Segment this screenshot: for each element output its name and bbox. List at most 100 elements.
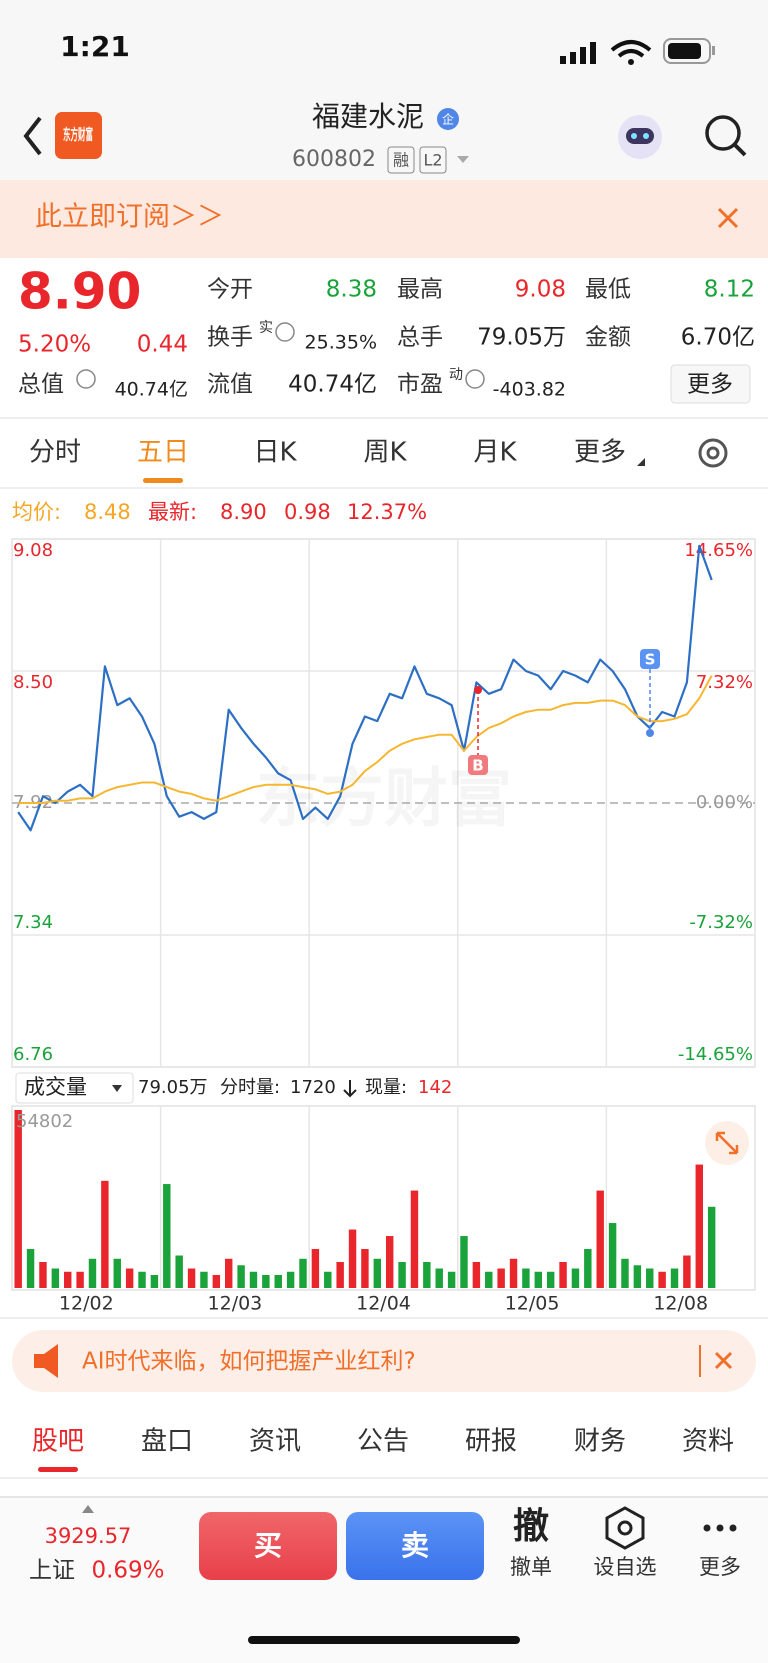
home-indicator <box>248 1636 520 1644</box>
tag-box <box>419 146 447 174</box>
more-icon[interactable] <box>703 1524 737 1532</box>
info-text: 最新: <box>148 500 197 524</box>
volume-selector-text: 成交量 <box>24 1075 87 1099</box>
volume-bar <box>571 1268 580 1288</box>
buy-marker-text: B <box>472 757 483 775</box>
tab[interactable]: 五日 <box>137 438 189 468</box>
last-price: 8.90 <box>18 263 141 321</box>
index-value: 3929.57 <box>45 1524 132 1548</box>
logo[interactable] <box>55 112 102 159</box>
field-label: 市盈 <box>397 372 443 398</box>
status-icons <box>560 38 715 65</box>
tab[interactable]: 周K <box>363 438 407 468</box>
volume-bar <box>658 1271 666 1288</box>
bottom-tab[interactable]: 股吧 <box>32 1427 84 1457</box>
volume-bar <box>608 1223 617 1288</box>
bottom-tab[interactable]: 盘口 <box>141 1427 193 1457</box>
volume-now-label: 现量: <box>365 1077 407 1098</box>
cancel-icon[interactable]: 撤 <box>513 1506 549 1547</box>
x-tick-label: 12/05 <box>505 1293 560 1315</box>
volume-tick-label: 54802 <box>16 1111 73 1132</box>
watermark: 东方财富 <box>256 763 512 837</box>
volume-bar <box>150 1275 159 1288</box>
tab[interactable]: 月K <box>473 438 517 468</box>
cancel-label: 撤单 <box>510 1555 552 1579</box>
tab[interactable]: 日K <box>253 438 297 468</box>
tab[interactable]: 分时 <box>29 438 81 468</box>
volume-bar <box>497 1268 505 1288</box>
volume-bar <box>683 1255 691 1288</box>
bottom-tab[interactable]: 财务 <box>574 1427 626 1457</box>
volume-bar <box>237 1265 245 1288</box>
badge-bg <box>437 108 459 130</box>
volume-bar <box>212 1275 221 1288</box>
bottom-tab[interactable]: 资讯 <box>249 1427 301 1457</box>
expand-button[interactable] <box>705 1121 749 1165</box>
field-label: 最低 <box>585 277 631 303</box>
field-value: -403.82 <box>493 379 566 401</box>
field-value: 8.12 <box>704 277 755 303</box>
avatar[interactable] <box>618 115 662 159</box>
logo-text: 东方财富 <box>63 126 93 144</box>
volume-selector[interactable] <box>15 1072 134 1104</box>
bottom-tab[interactable]: 公告 <box>357 1427 409 1457</box>
volume-bar <box>584 1249 592 1288</box>
bottom-tab[interactable]: 资料 <box>682 1427 734 1457</box>
banner-close[interactable] <box>717 207 739 229</box>
volume-bar <box>695 1164 703 1288</box>
volume-bar <box>621 1258 629 1288</box>
field-value: 25.35% <box>305 332 377 354</box>
watch-icon[interactable] <box>605 1506 645 1550</box>
volume-bar <box>175 1255 183 1288</box>
banner[interactable] <box>0 180 768 258</box>
x-tick-label: 12/02 <box>59 1293 114 1315</box>
field-value: 8.38 <box>326 277 377 303</box>
info-text: 12.37% <box>347 500 427 524</box>
field-value: 40.74亿 <box>288 372 377 398</box>
stock-name: 福建水泥 <box>312 100 424 133</box>
volume-bar <box>51 1268 60 1288</box>
ad-close[interactable] <box>714 1351 733 1370</box>
tab[interactable]: 更多 <box>574 438 626 468</box>
x-tick-label: 12/03 <box>208 1293 263 1315</box>
buy-label: 买 <box>254 1529 282 1562</box>
volume-bar <box>14 1110 22 1288</box>
more-label: 更多 <box>687 372 733 398</box>
volume-bar <box>522 1268 530 1288</box>
buy-marker-dot <box>474 686 482 694</box>
index-name: 上证 <box>29 1558 75 1584</box>
volume-bar <box>410 1190 419 1288</box>
bottom-tab[interactable]: 研报 <box>465 1427 517 1457</box>
back-button[interactable] <box>23 116 42 156</box>
more-button[interactable] <box>670 364 751 404</box>
volume-bar <box>39 1262 47 1288</box>
ad-banner[interactable] <box>12 1330 756 1392</box>
sell-button[interactable] <box>346 1512 484 1580</box>
volume-frame <box>11 1105 756 1291</box>
volume-bar <box>707 1206 716 1288</box>
buy-button[interactable] <box>199 1512 337 1580</box>
volume-bar <box>138 1271 146 1288</box>
volume-bar <box>101 1180 109 1288</box>
field-label: 总手 <box>397 325 443 351</box>
status-time: 1:21 <box>60 30 130 63</box>
field-label: 今开 <box>207 277 253 303</box>
info-icon <box>275 322 295 342</box>
y2-tick-label: -7.32% <box>689 912 753 933</box>
volume-bar <box>113 1258 121 1288</box>
y-tick-label: 8.50 <box>13 672 53 693</box>
tag: L2 <box>423 151 442 170</box>
volume-bar <box>423 1262 431 1288</box>
bottom-tab-underline <box>38 1467 78 1472</box>
settings-button[interactable] <box>698 438 728 468</box>
volume-bar <box>361 1249 369 1288</box>
field-label: 换手 <box>207 325 253 351</box>
volume-bar <box>262 1275 270 1288</box>
more-label: 更多 <box>699 1555 741 1579</box>
volume-bar <box>26 1249 35 1288</box>
index-arrow <box>82 1505 94 1513</box>
search-button[interactable] <box>705 115 747 157</box>
info-text: 8.48 <box>84 500 131 524</box>
stock-code: 600802 <box>292 147 376 172</box>
